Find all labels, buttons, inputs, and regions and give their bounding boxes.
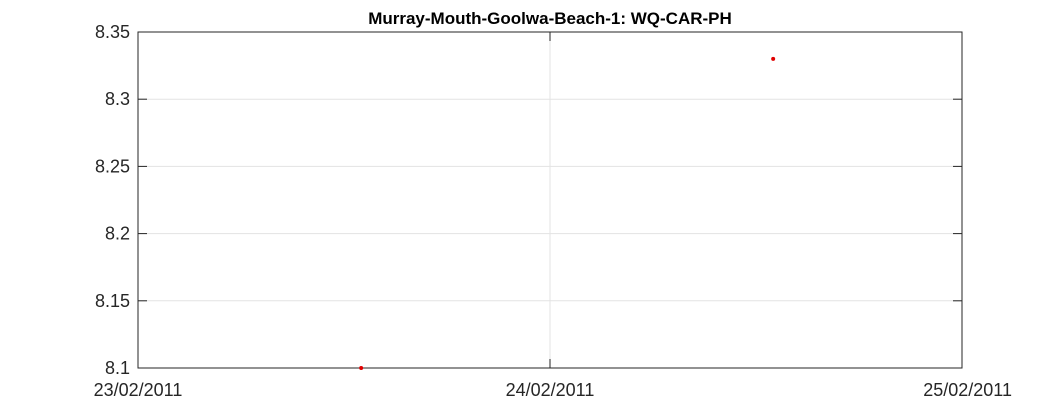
y-tick-label: 8.2	[105, 224, 130, 244]
data-point	[771, 56, 776, 61]
data-points	[359, 56, 776, 370]
x-tick-label: 23/02/2011	[94, 380, 183, 400]
x-axis-labels: 23/02/2011 24/02/2011 25/02/2011	[94, 380, 1012, 400]
y-tick-label: 8.3	[105, 89, 130, 109]
y-tick-label: 8.25	[95, 156, 130, 176]
y-tick-label: 8.15	[95, 291, 130, 311]
y-tick-label: 8.1	[105, 358, 130, 378]
y-axis-labels: 8.35 8.3 8.25 8.2 8.15 8.1	[95, 22, 130, 378]
x-tick-label: 24/02/2011	[506, 380, 595, 400]
y-tick-label: 8.35	[95, 22, 130, 42]
chart-title: Murray-Mouth-Goolwa-Beach-1: WQ-CAR-PH	[368, 9, 732, 28]
tick-marks	[137, 31, 963, 369]
grid-lines	[137, 31, 963, 369]
data-point	[359, 366, 364, 370]
x-tick-label: 25/02/2011	[923, 380, 1012, 400]
